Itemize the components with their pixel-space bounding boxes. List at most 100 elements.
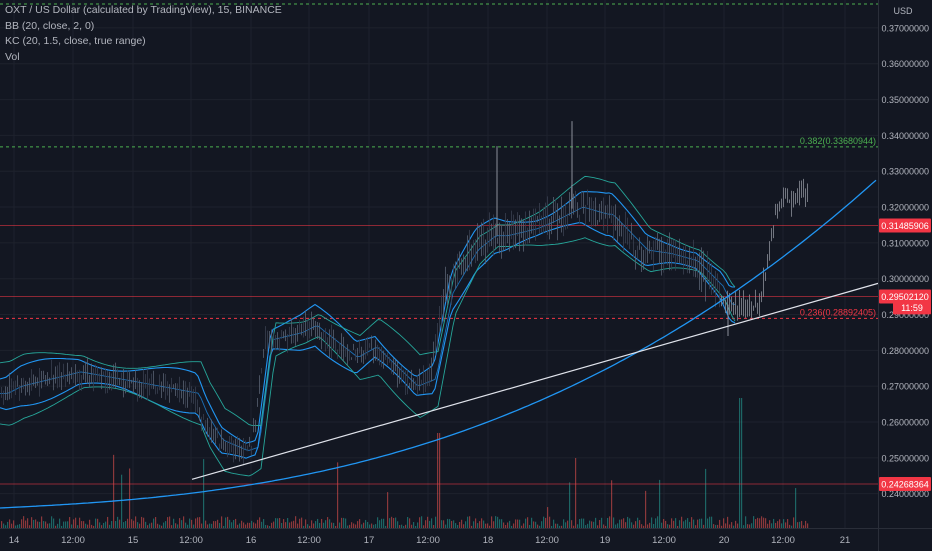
bb-indicator-label[interactable]: BB (20, close, 2, 0) [5,19,95,32]
time-tick-label: 16 [246,535,257,546]
volume-bar [509,520,511,528]
volume-bar [203,459,205,528]
volume-bar [205,520,207,528]
volume-bar [581,518,583,528]
volume-bar [547,507,549,528]
volume-bar [713,524,715,528]
volume-bar [791,525,793,528]
volume-bar [83,521,85,528]
volume-bar [463,524,465,528]
volume-bar [745,516,747,528]
volume-bar [425,520,427,528]
volume-bar [395,517,397,528]
volume-bar [737,523,739,528]
volume-bar [165,521,167,528]
volume-bar [225,517,227,528]
volume-bar [719,519,721,528]
volume-bar [15,525,17,528]
volume-bar [717,524,719,528]
volume-bar [577,524,579,528]
volume-bar [531,517,533,528]
volume-bar [685,519,687,528]
volume-bar [455,523,457,528]
volume-bar [413,522,415,528]
volume-bar [709,516,711,528]
trendline [191,282,879,480]
price-tick-label: 0.36000000 [881,59,929,69]
volume-bar [199,517,201,528]
volume-bar [21,519,23,528]
volume-bar [333,522,335,528]
volume-bar [519,519,521,528]
volume-bar [195,518,197,528]
volume-bar [247,522,249,528]
volume-bar [313,523,315,528]
price-axis[interactable] [878,0,932,528]
volume-bar [561,525,563,528]
volume-bar [75,517,77,528]
volume-bar [771,523,773,528]
volume-bar [757,517,759,528]
volume-bar [375,524,377,528]
volume-bar [633,524,635,528]
volume-bar [699,518,701,528]
time-axis[interactable] [0,528,878,551]
volume-bar [357,521,359,528]
time-tick-label: 19 [600,535,611,546]
volume-bar [807,523,809,528]
volume-bar [613,517,615,528]
volume-bar [27,518,29,528]
volume-bar [135,516,137,528]
volume-bar [251,520,253,528]
volume-bar [433,525,435,528]
volume-bar [399,525,401,528]
volume-indicator-label[interactable]: Vol [5,50,20,63]
volume-bar [523,523,525,528]
volume-bar [35,519,37,528]
price-tick-label: 0.31000000 [881,238,929,248]
volume-bar [545,517,547,528]
volume-bar [541,521,543,528]
symbol-title[interactable]: OXT / US Dollar (calculated by TradingVi… [5,4,282,16]
volume-bar [631,522,633,528]
volume-bar [407,516,409,528]
volume-bar [583,518,585,528]
volume-bar [141,516,143,528]
volume-bar [191,519,193,528]
volume-bar [45,521,47,528]
volume-bar [61,525,63,528]
volume-bar [187,524,189,528]
volume-bar [533,521,535,528]
volume-bar [269,525,271,528]
volume-bar [291,521,293,528]
volume-bar [735,520,737,528]
volume-bar [591,521,593,528]
volume-bar [327,517,329,528]
time-tick-label: 12:00 [416,535,440,546]
volume-bar [365,519,367,528]
volume-bar [323,522,325,528]
volume-bar [417,522,419,528]
volume-bar [63,521,65,528]
volume-bar [161,525,163,528]
volume-bar [565,522,567,528]
volume-bar [143,517,145,528]
volume-bar [739,398,741,528]
volume-bar [637,517,639,528]
volume-bar [535,521,537,528]
volume-bar [137,522,139,528]
price-tag [879,477,931,492]
volume-bar [5,525,7,528]
volume-bar [185,522,187,528]
kc-indicator-label[interactable]: KC (20, 1.5, close, true range) [5,35,146,47]
volume-bar [625,522,627,528]
volume-bar [487,523,489,528]
volume-bar [71,524,73,528]
volume-bar [1,521,3,528]
volume-bar [641,524,643,528]
volume-bar [123,522,125,528]
volume-bar [557,523,559,528]
volume-bar [687,518,689,528]
price-tag [879,218,931,233]
